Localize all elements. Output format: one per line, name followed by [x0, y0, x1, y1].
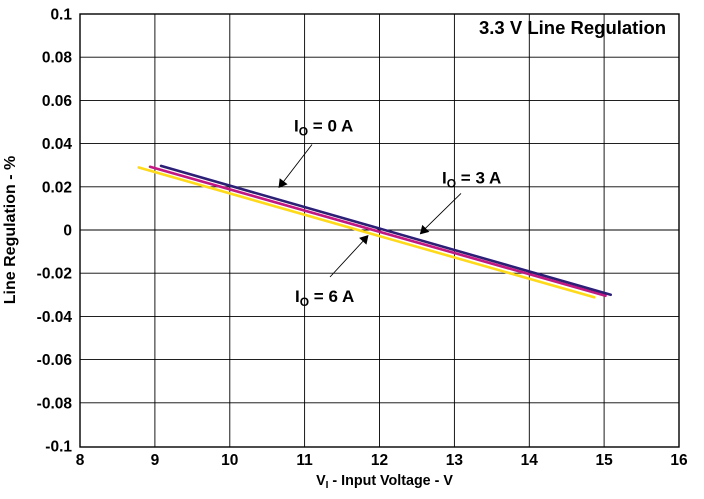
svg-text:VI - Input Voltage - V: VI - Input Voltage - V [316, 473, 453, 491]
svg-text:9: 9 [151, 452, 160, 469]
svg-text:-0.1: -0.1 [45, 439, 72, 456]
svg-text:-0.02: -0.02 [37, 266, 72, 283]
svg-text:Line Regulation - %: Line Regulation - % [2, 156, 19, 304]
svg-text:-0.06: -0.06 [37, 352, 73, 369]
svg-text:14: 14 [521, 452, 539, 469]
svg-text:IO = 0 A: IO = 0 A [294, 117, 353, 139]
svg-text:8: 8 [76, 452, 85, 469]
svg-text:-0.04: -0.04 [37, 309, 73, 326]
svg-text:IO = 6 A: IO = 6 A [295, 287, 354, 309]
svg-text:12: 12 [371, 452, 388, 469]
svg-text:IO = 3 A: IO = 3 A [442, 169, 501, 191]
svg-text:0.06: 0.06 [42, 93, 73, 110]
svg-text:0.02: 0.02 [42, 179, 72, 196]
svg-text:0: 0 [63, 223, 72, 240]
svg-text:3.3 V Line Regulation: 3.3 V Line Regulation [479, 17, 666, 38]
svg-text:13: 13 [446, 452, 464, 469]
svg-text:-0.08: -0.08 [37, 395, 73, 412]
svg-text:0.08: 0.08 [42, 50, 73, 67]
svg-text:10: 10 [221, 452, 238, 469]
svg-text:15: 15 [595, 452, 613, 469]
svg-text:11: 11 [296, 452, 313, 469]
svg-text:0.1: 0.1 [50, 7, 72, 24]
svg-text:16: 16 [670, 452, 688, 469]
svg-text:0.04: 0.04 [42, 136, 73, 153]
